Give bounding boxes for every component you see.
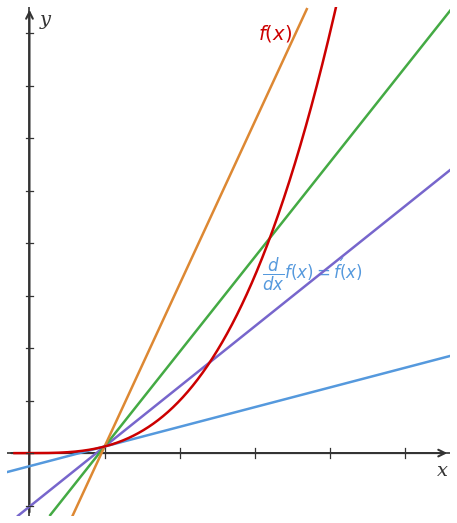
- Text: $f(x)$: $f(x)$: [258, 22, 292, 44]
- Text: y: y: [40, 11, 51, 29]
- Text: x: x: [437, 462, 448, 481]
- Text: $\dfrac{d}{dx}f(x) = f\'(x)$: $\dfrac{d}{dx}f(x) = f\'(x)$: [262, 256, 363, 293]
